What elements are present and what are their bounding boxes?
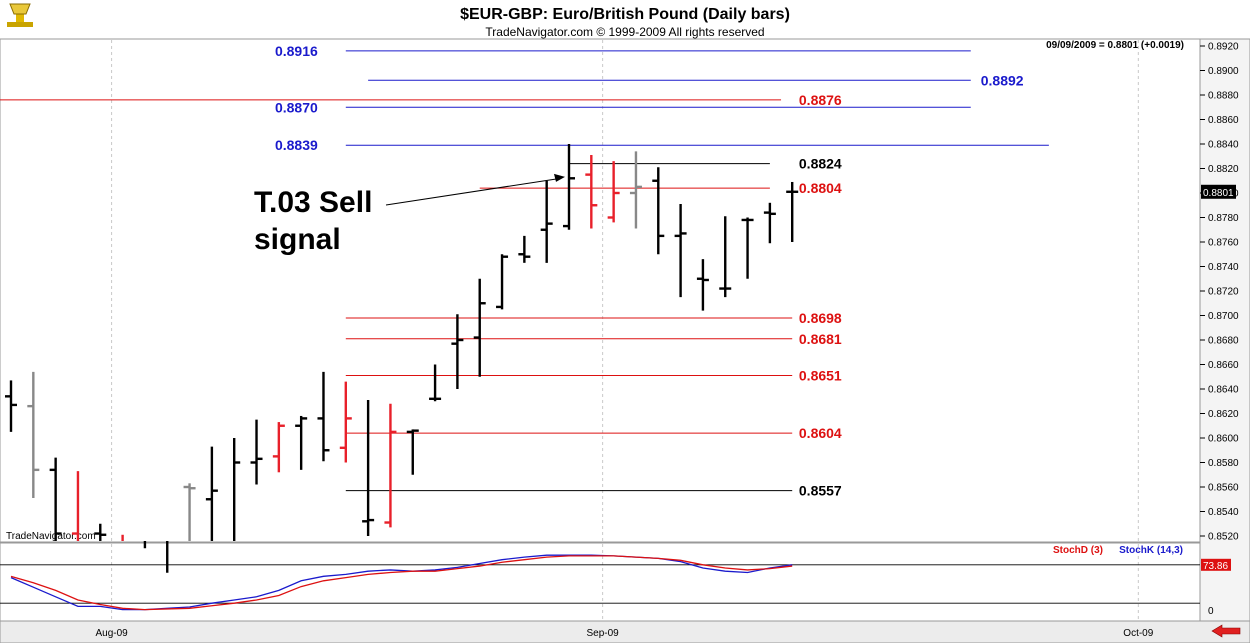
ohlc-bar — [719, 216, 732, 298]
ohlc-bar — [473, 278, 486, 377]
annotation-layer: T.03 Sell signal — [254, 173, 565, 256]
stoch-k-legend: StochK (14,3) — [1119, 545, 1183, 556]
level-label: 0.8916 — [275, 43, 318, 59]
ohlc-bar — [563, 144, 575, 230]
ohlc-bar — [27, 371, 40, 499]
stoch-d-line — [10, 555, 793, 611]
y-tick-label: 0.8700 — [1208, 311, 1239, 322]
chart-title: $EUR-GBP: Euro/British Pound (Daily bars… — [460, 6, 790, 23]
y-tick-label: 0.8900 — [1208, 66, 1239, 77]
level-label: 0.8681 — [799, 331, 842, 347]
ohlc-bar — [317, 371, 330, 462]
ohlc-bar — [272, 422, 285, 473]
y-tick-label: 0.8760 — [1208, 238, 1239, 249]
ohlc-bar — [451, 314, 464, 389]
ohlc-bar — [71, 471, 80, 541]
ohlc-bar — [49, 457, 62, 541]
annotation-text: signal — [254, 223, 341, 256]
y-tick-label: 0.8620 — [1208, 409, 1239, 420]
ohlc-bar — [5, 380, 17, 432]
ohlc-bar — [232, 438, 241, 541]
level-label: 0.8651 — [799, 368, 842, 384]
level-label: 0.8824 — [799, 156, 842, 172]
stoch-value-box — [1201, 558, 1231, 571]
y-tick-label: 0.8740 — [1208, 262, 1239, 273]
y-axis-labels: 0.8920 0.8900 0.8880 0.8860 0.8840 0.8820 0.88… — [1200, 42, 1239, 543]
ohlc-bar — [339, 381, 352, 463]
ohlc-bar — [295, 415, 308, 470]
y-tick-label: 0.8520 — [1208, 532, 1239, 543]
ohlc-bar — [183, 483, 196, 541]
y-tick-label: 0.8680 — [1208, 336, 1239, 347]
ohlc-bar — [674, 204, 687, 298]
y-tick-label: 0.8920 — [1208, 42, 1239, 53]
y-tick-label: 0.8860 — [1208, 115, 1239, 126]
ohlc-bar — [607, 161, 620, 223]
y-tick-label: 0.8560 — [1208, 483, 1239, 494]
y-tick-label: 0.8580 — [1208, 458, 1239, 469]
level-label: 0.8604 — [799, 425, 842, 441]
grid-layer — [111, 40, 1139, 620]
price-axis — [1199, 38, 1250, 622]
annotation-arrow-line — [385, 178, 558, 206]
ohlc-bar — [518, 235, 531, 263]
ohlc-bar — [652, 167, 665, 255]
ohlc-bar — [496, 254, 509, 310]
y-tick-label: 0.8820 — [1208, 164, 1239, 175]
ohlc-bar — [406, 429, 419, 475]
ohlc-bar — [763, 202, 776, 244]
x-tick-label: Oct-09 — [1123, 628, 1153, 639]
level-label: 0.8698 — [799, 310, 842, 326]
y-tick-label: 0.8640 — [1208, 385, 1239, 396]
ohlc-bar — [585, 155, 598, 229]
date-axis — [0, 620, 1250, 643]
ohlc-bar — [205, 446, 218, 541]
stoch-d-legend: StochD (3) — [1053, 545, 1103, 556]
level-label: 0.8557 — [799, 483, 842, 499]
ohlc-bar — [362, 400, 375, 536]
ohlc-bar — [250, 419, 263, 485]
ohlc-bar — [429, 364, 442, 402]
stoch-zero-label: 0 — [1208, 606, 1214, 617]
ohlc-bar — [629, 151, 642, 229]
bars-layer — [5, 144, 799, 573]
ohlc-bar — [786, 181, 799, 242]
ohlc-bar — [696, 259, 709, 311]
ohlc-bar — [540, 180, 553, 263]
stoch-value-label: 73.86 — [1203, 561, 1228, 572]
y-tick-label: 0.8840 — [1208, 140, 1239, 151]
y-tick-label: 0.8720 — [1208, 287, 1239, 298]
y-tick-label: 0.8600 — [1208, 434, 1239, 445]
levels-layer: 0.8916 0.8892 0.8876 0.8870 0.8839 0.8824 0.88… — [0, 43, 1049, 499]
x-axis-labels: Aug-09 Sep-09 Oct-09 — [95, 628, 1153, 639]
last-price-label: 0.8801 — [1203, 188, 1234, 199]
level-label: 0.8839 — [275, 137, 318, 153]
y-tick-label: 0.8880 — [1208, 91, 1239, 102]
last-price-box — [1201, 184, 1236, 199]
trophy-icon — [7, 3, 33, 27]
y-tick-label: 0.8780 — [1208, 213, 1239, 224]
x-tick-label: Sep-09 — [587, 628, 620, 639]
level-label: 0.8892 — [981, 72, 1024, 88]
level-label: 0.8870 — [275, 99, 318, 115]
watermark: TradeNavigator.com — [6, 531, 96, 542]
stochastic-layer: 73.86 0 — [0, 554, 1231, 617]
x-tick-label: Aug-09 — [95, 628, 128, 639]
ohlc-bar — [741, 217, 754, 279]
ohlc-bar — [384, 403, 397, 528]
ohlc-bar — [94, 523, 107, 541]
annotation-text: T.03 Sell — [254, 186, 372, 219]
scroll-left-arrow-icon[interactable] — [1211, 624, 1241, 638]
chart-subtitle: TradeNavigator.com © 1999-2009 All right… — [485, 25, 764, 39]
level-label: 0.8804 — [799, 180, 842, 196]
level-label: 0.8876 — [799, 92, 842, 108]
y-tick-label: 0.8540 — [1208, 507, 1239, 518]
y-tick-label: 0.8660 — [1208, 360, 1239, 371]
last-price-readout: 09/09/2009 = 0.8801 (+0.0019) — [1046, 40, 1184, 51]
annotation-arrow-head — [554, 173, 565, 182]
